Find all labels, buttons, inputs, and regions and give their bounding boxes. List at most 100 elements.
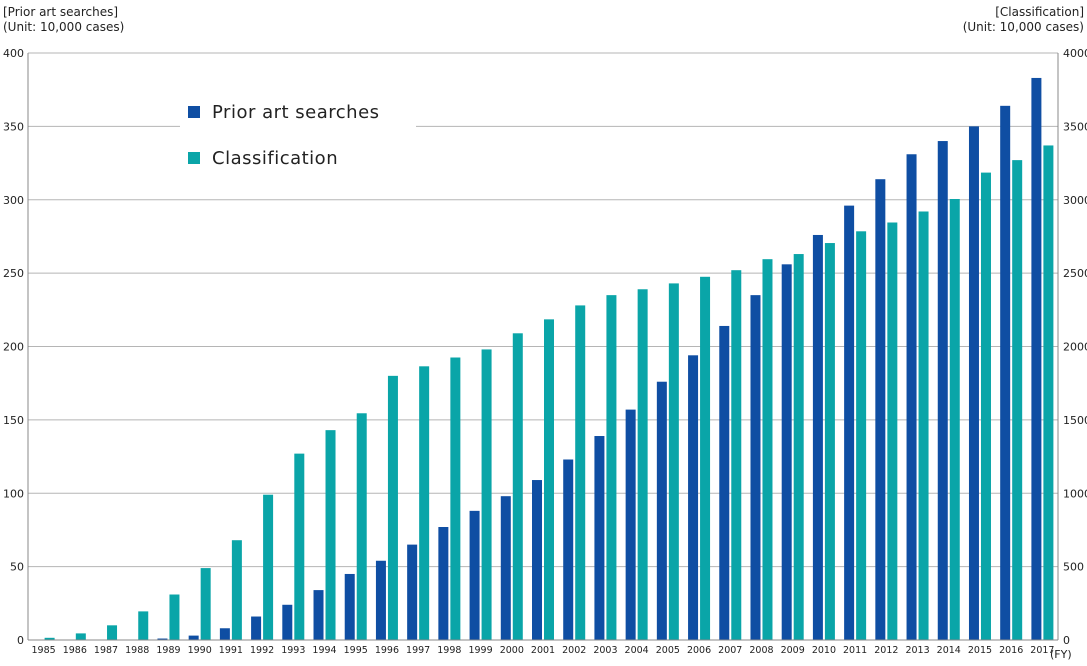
bar-prior-art-searches (188, 635, 199, 640)
x-axis-tick-label: 1989 (156, 645, 180, 656)
x-axis-tick-label: 1991 (219, 645, 243, 656)
bar-classification (575, 305, 586, 640)
left-axis-title: [Prior art searches] (Unit: 10,000 cases… (3, 5, 124, 35)
x-axis-tick-label: 2001 (531, 645, 555, 656)
bar-prior-art-searches (781, 264, 792, 640)
bar-classification (637, 289, 648, 640)
bar-prior-art-searches (157, 638, 168, 640)
x-axis-tick-label: 1996 (375, 645, 399, 656)
x-axis-tick-label: 2002 (562, 645, 586, 656)
x-axis-tick-label: 2006 (687, 645, 711, 656)
bar-classification (1043, 145, 1054, 640)
right-axis-tick-label: 3500 (1063, 120, 1087, 133)
left-axis-unit-label: (Unit: 10,000 cases) (3, 20, 125, 34)
x-axis-tick-label: 1998 (437, 645, 461, 656)
left-axis-tick-label: 100 (3, 487, 24, 500)
x-axis-tick-label: 2017 (1030, 645, 1054, 656)
right-axis-tick-label: 500 (1063, 561, 1084, 574)
right-axis-tick-label: 3000 (1063, 194, 1087, 207)
bar-classification (1012, 160, 1023, 640)
x-axis-tick-label: 2010 (812, 645, 836, 656)
bar-classification (544, 319, 554, 640)
x-axis-tick-label: 1994 (312, 645, 336, 656)
bar-classification (75, 633, 86, 640)
bar-prior-art-searches (594, 436, 605, 640)
bar-prior-art-searches (688, 355, 699, 640)
bar-classification (294, 453, 305, 640)
left-axis-tick-label: 0 (17, 634, 24, 647)
right-axis-tick-label: 2000 (1063, 341, 1087, 354)
x-axis-tick-label: 2016 (999, 645, 1023, 656)
bar-prior-art-searches (875, 179, 886, 640)
bar-prior-art-searches (532, 480, 542, 640)
bar-classification (419, 366, 430, 640)
x-axis-tick-label: 2014 (937, 645, 961, 656)
x-axis-tick-label: 1985 (32, 645, 56, 656)
bar-classification (325, 430, 336, 640)
bar-prior-art-searches (1000, 105, 1011, 640)
left-axis-tick-label: 350 (3, 120, 24, 133)
x-axis-tick-label: 1990 (188, 645, 212, 656)
bar-classification (824, 243, 835, 640)
x-axis-tick-label: 2009 (781, 645, 805, 656)
bar-prior-art-searches (844, 205, 855, 640)
bar-classification (107, 625, 118, 640)
bar-classification (450, 357, 461, 640)
bar-prior-art-searches (937, 141, 948, 641)
bar-classification (481, 349, 492, 640)
x-axis-tick-label: 1987 (94, 645, 118, 656)
x-axis-tick-label: 2015 (968, 645, 992, 656)
bar-classification (356, 413, 367, 640)
x-axis-tick-label: 1986 (63, 645, 87, 656)
chart-legend: Prior art searches Classification (188, 101, 380, 193)
bar-prior-art-searches (313, 590, 324, 640)
bar-prior-art-searches (500, 496, 511, 640)
bar-classification (700, 276, 711, 640)
left-axis-tick-label: 150 (3, 414, 24, 427)
x-axis-tick-label: 1993 (281, 645, 305, 656)
right-axis-unit-label: (Unit: 10,000 cases) (962, 20, 1084, 34)
bar-classification (856, 231, 867, 640)
bar-prior-art-searches (812, 234, 823, 640)
bar-classification (731, 270, 742, 640)
right-axis-tick-label: 1500 (1063, 414, 1087, 427)
bar-classification (44, 637, 55, 640)
bar-classification (263, 494, 274, 640)
left-axis-tick-label: 300 (3, 194, 24, 207)
x-axis-tick-label: 1995 (344, 645, 368, 656)
x-axis-tick-label: 2013 (905, 645, 929, 656)
left-axis-tick-label: 400 (3, 47, 24, 60)
legend-label-prior-art: Prior art searches (212, 101, 380, 123)
x-axis-tick-label: 1997 (406, 645, 430, 656)
bar-prior-art-searches (219, 628, 230, 640)
left-axis-title-label: [Prior art searches] (3, 5, 119, 19)
x-axis-tick-label: 1988 (125, 645, 149, 656)
x-axis-tick-label: 1999 (468, 645, 492, 656)
bar-prior-art-searches (750, 295, 761, 640)
bar-classification (793, 254, 804, 641)
bar-prior-art-searches (968, 126, 979, 640)
x-axis-tick-label: 2005 (656, 645, 680, 656)
bar-classification (231, 540, 242, 640)
bar-classification (949, 199, 960, 641)
bar-classification (138, 611, 149, 640)
x-axis-tick-label: 2008 (749, 645, 773, 656)
right-axis-tick-label: 1000 (1063, 487, 1087, 500)
right-axis-tick-label: 0 (1063, 634, 1070, 647)
x-axis-tick-label: 2004 (625, 645, 649, 656)
bar-prior-art-searches (344, 573, 355, 640)
x-axis-unit-label: (FY) (1050, 648, 1072, 661)
bar-prior-art-searches (282, 604, 293, 640)
bar-classification (887, 222, 898, 640)
x-axis-tick-label: 2007 (718, 645, 742, 656)
bar-prior-art-searches (407, 544, 418, 640)
legend-label-classification: Classification (212, 147, 339, 169)
right-axis-tick-label: 4000 (1063, 47, 1087, 60)
bar-classification (169, 594, 180, 640)
bar-prior-art-searches (1031, 77, 1042, 640)
x-axis-tick-label: 2003 (593, 645, 617, 656)
x-axis-tick-label: 2000 (500, 645, 524, 656)
bar-prior-art-searches (656, 381, 667, 640)
left-axis-tick-label: 50 (10, 561, 24, 574)
